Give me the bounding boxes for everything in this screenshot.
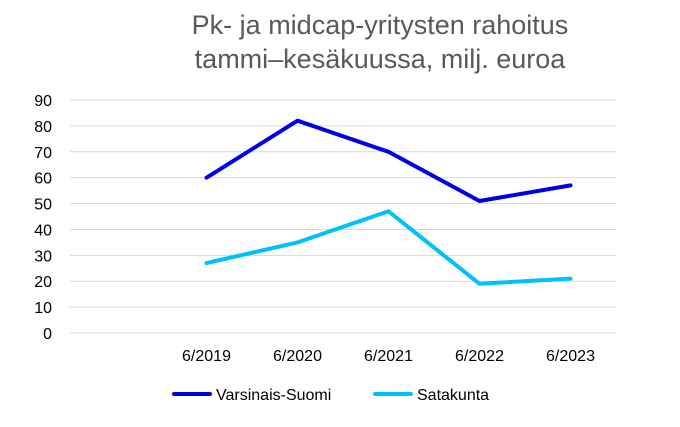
y-tick-label: 20 [34,274,52,291]
x-tick-label: 6/2023 [546,348,595,365]
gridlines [70,99,616,334]
y-tick-label: 30 [34,248,52,265]
y-tick-label: 10 [34,300,52,317]
data-point [387,150,390,154]
legend-label-1: Satakunta [417,387,489,404]
y-tick-label: 40 [34,222,52,239]
data-point [478,199,481,203]
y-tick-label: 80 [34,119,52,136]
y-tick-label: 60 [34,171,52,188]
data-point [387,209,390,213]
data-point [296,119,299,123]
series-line-1 [204,209,573,286]
series-line-0 [204,118,573,203]
x-tick-label: 6/2020 [273,348,322,365]
legend: Varsinais-Suomi Satakunta [172,387,489,404]
data-point [569,277,572,281]
y-tick-label: 0 [43,326,52,343]
data-point [478,282,481,286]
data-point [205,176,208,180]
x-tick-label: 6/2021 [364,348,413,365]
y-tick-label: 70 [34,145,52,162]
x-axis-ticks: 6/2019 6/2020 6/2021 6/2022 6/2023 [182,348,595,365]
x-tick-label: 6/2022 [455,348,504,365]
data-point [296,240,299,244]
chart-title-line-1: Pk- ja midcap-yritysten rahoitus [191,10,569,40]
x-tick-label: 6/2019 [182,348,231,365]
data-point [569,183,572,187]
y-tick-label: 90 [34,93,52,110]
series-lines [204,118,573,286]
y-axis-ticks: 0 10 20 30 40 50 60 70 80 90 [34,93,52,343]
data-point [205,261,208,265]
chart-title: Pk- ja midcap-yritysten rahoitus tammi–k… [0,8,680,76]
legend-label-0: Varsinais-Suomi [216,387,331,404]
chart-title-line-2: tammi–kesäkuussa, milj. euroa [194,44,566,74]
y-tick-label: 50 [34,197,52,214]
